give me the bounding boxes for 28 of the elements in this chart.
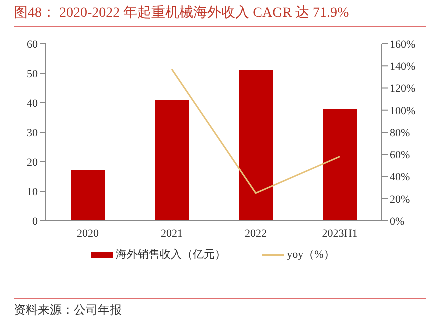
bar — [155, 100, 189, 221]
chart-title: 图48： 2020-2022 年起重机械海外收入 CAGR 达 71.9% — [14, 4, 350, 22]
bar — [71, 170, 105, 221]
y-tick-label: 60 — [27, 38, 38, 51]
x-tick-label: 2022 — [245, 228, 267, 240]
y2-tick-label: 40% — [390, 172, 410, 184]
text: 资料来源：公司年报 — [14, 302, 122, 319]
legend-label: 海外销售收入（亿元） — [116, 248, 226, 262]
y2-tick-label: 140% — [390, 61, 416, 74]
y2-tick-label: 0% — [390, 216, 405, 228]
y2-tick-label: 100% — [390, 105, 416, 118]
y2-tick-label: 60% — [390, 150, 410, 162]
bar — [323, 109, 357, 221]
y-tick-label: 0 — [32, 216, 38, 228]
y-tick-label: 10 — [27, 186, 38, 198]
y2-tick-label: 160% — [390, 38, 416, 51]
y2-tick-label: 20% — [390, 194, 410, 206]
y-tick-label: 40 — [27, 98, 38, 110]
y2-tick-label: 80% — [390, 127, 410, 140]
legend-label: yoy（%） — [287, 248, 335, 262]
bar — [239, 70, 273, 221]
x-tick-label: 2021 — [161, 228, 183, 240]
x-tick-label: 2020 — [77, 228, 100, 240]
y-tick-label: 50 — [27, 68, 38, 80]
y-tick-label: 30 — [27, 127, 38, 140]
y-tick-label: 20 — [27, 156, 38, 169]
y2-tick-label: 120% — [390, 83, 416, 96]
x-tick-label: 2023H1 — [322, 228, 358, 240]
